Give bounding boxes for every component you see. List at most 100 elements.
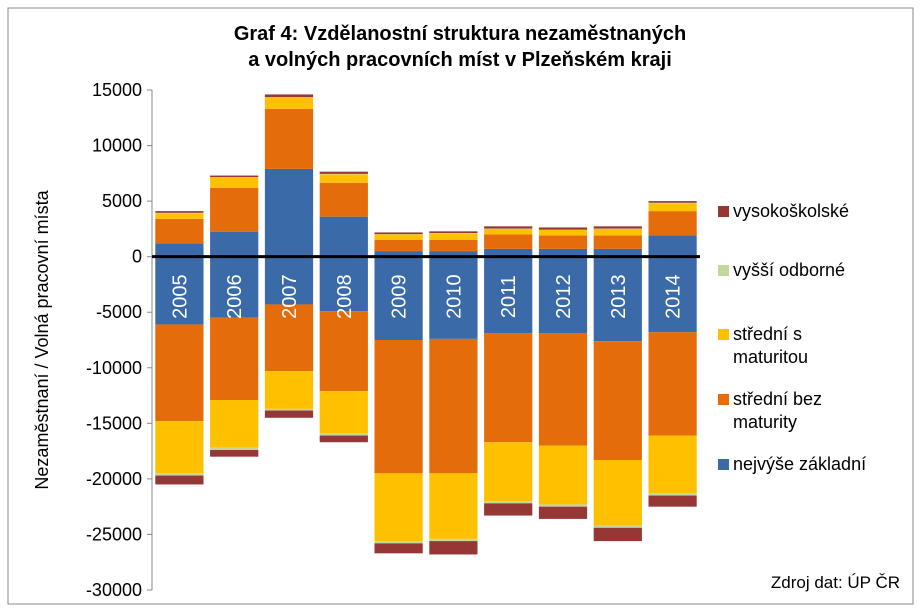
y-tick-label: -5000 (96, 302, 142, 322)
bar-segment (210, 450, 259, 457)
bar-segment (484, 248, 533, 257)
bar-segment (593, 525, 642, 528)
legend-swatch (718, 459, 729, 470)
bar-segment (155, 218, 204, 244)
bar-segment (264, 408, 314, 411)
legend-swatch (718, 265, 729, 276)
bar-segment (319, 256, 368, 312)
bar-segment (264, 304, 314, 372)
y-tick-label: -10000 (86, 358, 142, 378)
bar-segment (648, 435, 697, 494)
bar-segment (319, 173, 368, 175)
bar-segment (429, 233, 478, 240)
bar-segment (538, 506, 588, 519)
bar-segment (210, 256, 259, 318)
bar-segment (593, 226, 642, 229)
bar-segment (538, 256, 588, 334)
x-tick-label: 2010 (443, 274, 465, 319)
bar-segment (648, 495, 697, 507)
bar-segment (210, 175, 259, 178)
bar-segment (319, 435, 368, 443)
bar-segment (319, 182, 368, 217)
bar-segment (593, 341, 642, 460)
bar-segment (210, 177, 259, 188)
bar-segment (593, 248, 642, 257)
bar-segment (484, 333, 533, 443)
bar-segment (484, 442, 533, 502)
bar-segment (538, 445, 588, 505)
bar-segment (319, 311, 368, 392)
y-tick-label: 5000 (102, 191, 142, 211)
bar-segment (484, 234, 533, 249)
x-tick-label: 2009 (389, 274, 411, 319)
legend-swatch (718, 206, 729, 217)
bar-segment (593, 527, 642, 542)
bar-segment (210, 317, 259, 400)
x-tick-label: 2008 (334, 274, 356, 319)
legend-swatch (718, 329, 729, 340)
bar-segment (429, 251, 478, 257)
chart-subtitle: a volných pracovních míst v Plzeňském kr… (248, 49, 672, 71)
bar-segment (648, 332, 697, 436)
bar-segment (155, 473, 204, 476)
legend-label: nejvýše základní (733, 454, 867, 474)
bar-segment (593, 460, 642, 526)
x-tick-label: 2006 (224, 274, 246, 319)
bar-segment (538, 230, 588, 236)
bar-segment (429, 256, 478, 339)
bar-segment (484, 256, 533, 334)
bar-segment (538, 504, 588, 507)
bar-segment (374, 234, 423, 240)
legend-entry: vyšší odborné (718, 259, 878, 282)
bar-segment (648, 256, 697, 333)
x-tick-label: 2007 (279, 274, 301, 319)
bar-segment (155, 421, 204, 474)
bar-segment (538, 248, 588, 257)
bar-segment (648, 203, 697, 212)
y-axis-label: Nezaměstnaní / Volná pracovní místa (32, 189, 52, 489)
legend-entry: střední s maturitou (718, 323, 878, 369)
legend-entry: nejvýše základní (718, 453, 878, 476)
x-tick-label: 2012 (553, 274, 575, 319)
bar-segment (210, 177, 259, 178)
bar-segment (210, 231, 259, 257)
bar-segment (155, 243, 204, 257)
bar-segment (484, 226, 533, 229)
legend-label: vysokoškolské (733, 201, 850, 221)
bar-segment (264, 371, 314, 409)
bar-segment (374, 232, 423, 235)
bar-segment (319, 391, 368, 434)
chart-title: Graf 4: Vzdělanostní struktura nezaměstn… (234, 23, 686, 45)
bar-segment (155, 324, 204, 422)
bar-segment (484, 228, 533, 235)
bar-segment (155, 213, 204, 219)
source-note: Zdroj dat: ÚP ČR (771, 573, 900, 592)
legend-entry: střední bez maturity (718, 388, 878, 434)
bar-segment (648, 202, 697, 204)
bar-segment (264, 97, 314, 98)
bar-segment (264, 97, 314, 109)
y-tick-label: -30000 (86, 580, 142, 600)
bar-segment (374, 541, 423, 544)
bar-segment (648, 235, 697, 257)
bar-segment (374, 240, 423, 252)
legend-label: střední bez maturity (733, 389, 823, 432)
bar-segment (210, 447, 259, 450)
legend-swatch (718, 394, 729, 405)
x-tick-label: 2014 (663, 274, 685, 319)
bar-segment (210, 400, 259, 448)
bar-segment (648, 201, 697, 203)
bar-segment (538, 235, 588, 249)
x-tick-label: 2011 (498, 275, 520, 318)
bar-segment (319, 216, 368, 257)
bar-segment (374, 340, 423, 474)
bar-segment (484, 501, 533, 504)
bar-segment (264, 168, 314, 257)
bar-segment (593, 228, 642, 236)
y-tick-label: -25000 (86, 524, 142, 544)
legend-label: vyšší odborné (733, 260, 846, 280)
bar-segment (429, 473, 478, 539)
bar-segment (155, 211, 204, 213)
bar-segment (593, 235, 642, 249)
